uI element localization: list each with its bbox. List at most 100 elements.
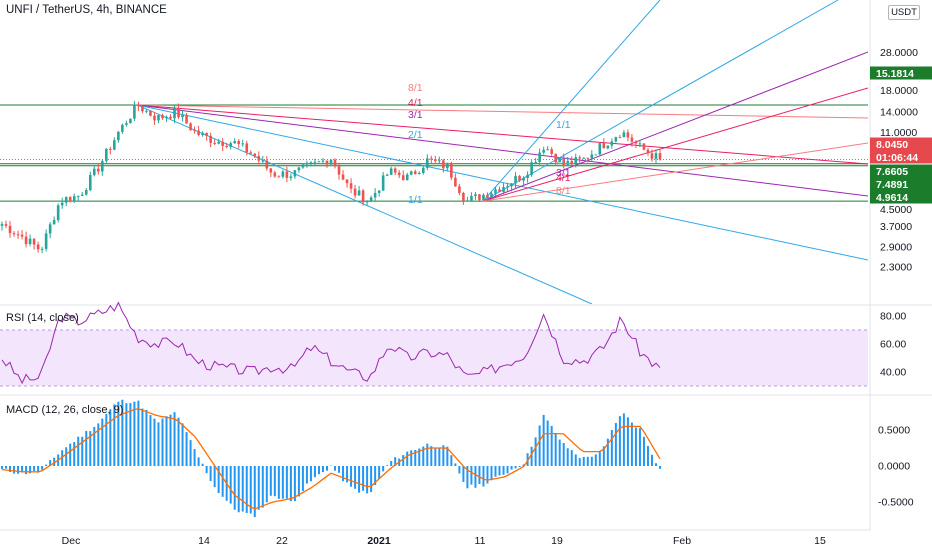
candle-body: [141, 106, 144, 112]
candle-body: [554, 153, 557, 163]
price-tick-label: 3.7000: [880, 221, 912, 233]
candle-body: [357, 190, 361, 196]
time-axis-label: 2021: [367, 535, 391, 547]
candles: [0, 100, 662, 254]
candle-body: [20, 234, 24, 237]
candle-body: [538, 152, 541, 162]
candle-body: [72, 196, 76, 202]
price-badge: [870, 190, 932, 204]
candle-body: [177, 108, 180, 118]
candle-body: [417, 172, 421, 175]
candle-body: [626, 132, 630, 138]
time-axis-label: 15: [814, 535, 826, 547]
candle-body: [269, 168, 273, 173]
candle-body: [96, 168, 100, 172]
fan-label-top: 2/1: [408, 129, 423, 141]
candle-body: [225, 145, 228, 147]
candle-body: [16, 234, 20, 236]
candle-body: [502, 187, 505, 193]
candle-body: [510, 183, 513, 187]
price-badge: [870, 177, 932, 191]
candle-body: [241, 143, 245, 145]
candle-body: [602, 143, 606, 149]
candle-body: [401, 175, 405, 181]
fan-label-bottom: 8/1: [556, 185, 571, 197]
fan-label-bottom: 3/1: [556, 167, 571, 179]
candle-body: [149, 110, 152, 116]
candle-body: [68, 197, 72, 202]
currency-button[interactable]: USDT: [888, 5, 920, 20]
candle-body: [582, 157, 586, 159]
candle-body: [361, 190, 365, 203]
rsi-tick-label: 80.00: [880, 311, 906, 323]
price-badge: [870, 150, 932, 164]
candle-body: [446, 163, 449, 169]
fan-label-bottom: 1/1: [556, 119, 571, 131]
candle-body: [570, 161, 574, 165]
macd-signal-line: [1, 408, 661, 510]
candle-body: [80, 194, 84, 196]
candle-body: [381, 175, 385, 191]
candle-body: [265, 160, 269, 169]
candle-body: [365, 200, 369, 203]
candle-body: [466, 200, 469, 202]
candle-body: [421, 167, 425, 173]
candle-body: [301, 164, 305, 168]
candle-body: [550, 149, 553, 154]
candle-body: [189, 123, 192, 131]
candle-body: [40, 248, 44, 250]
candle-body: [281, 171, 285, 177]
candle-body: [305, 163, 309, 165]
candle-body: [193, 130, 196, 132]
macd-tick-label: -0.5000: [878, 497, 914, 509]
candle-body: [32, 238, 36, 245]
candle-body: [638, 143, 642, 145]
fan-line-8-1: [137, 104, 868, 119]
price-tick-label: 28.0000: [880, 47, 918, 59]
candle-body: [84, 190, 88, 195]
price-badge: [870, 164, 932, 178]
candle-body: [321, 160, 325, 162]
candle-body: [522, 178, 525, 181]
candle-body: [157, 115, 160, 121]
candle-body: [60, 202, 64, 206]
candle-body: [56, 205, 60, 221]
candle-body: [245, 143, 249, 153]
fan-line-2-1: [137, 104, 868, 261]
candle-body: [498, 189, 501, 193]
price-tick-label: 2.3000: [880, 262, 912, 274]
candle-body: [562, 158, 566, 165]
candle-body: [385, 174, 389, 176]
candle-body: [28, 238, 32, 245]
candle-body: [285, 171, 289, 178]
price-badge-label: 4.9614: [876, 192, 908, 204]
candle-body: [213, 142, 216, 144]
rsi-band: [0, 330, 868, 386]
candle-body: [133, 104, 136, 119]
candle-body: [297, 167, 301, 171]
fan-label-top: 4/1: [408, 97, 423, 109]
candle-body: [217, 141, 220, 144]
candle-body: [253, 153, 257, 157]
candle-body: [634, 141, 638, 144]
candle-body: [205, 133, 208, 136]
candle-body: [462, 192, 465, 201]
candle-body: [36, 244, 40, 250]
fan-line-8-1-bottom: [482, 142, 868, 202]
candle-body: [393, 168, 397, 173]
candle-body: [229, 143, 232, 147]
candle-body: [494, 189, 497, 194]
price-tick-label: 2.9000: [880, 242, 912, 254]
price-tick-label: 18.0000: [880, 85, 918, 97]
candle-body: [44, 233, 48, 249]
candle-body: [578, 157, 582, 159]
candle-body: [153, 115, 156, 121]
candle-body: [309, 162, 313, 164]
candle-body: [221, 141, 224, 146]
price-badge-label: 7.4891: [876, 179, 908, 191]
time-axis-label: 22: [276, 535, 288, 547]
candle-body: [622, 132, 626, 138]
candle-body: [353, 188, 357, 196]
candle-body: [442, 160, 445, 169]
